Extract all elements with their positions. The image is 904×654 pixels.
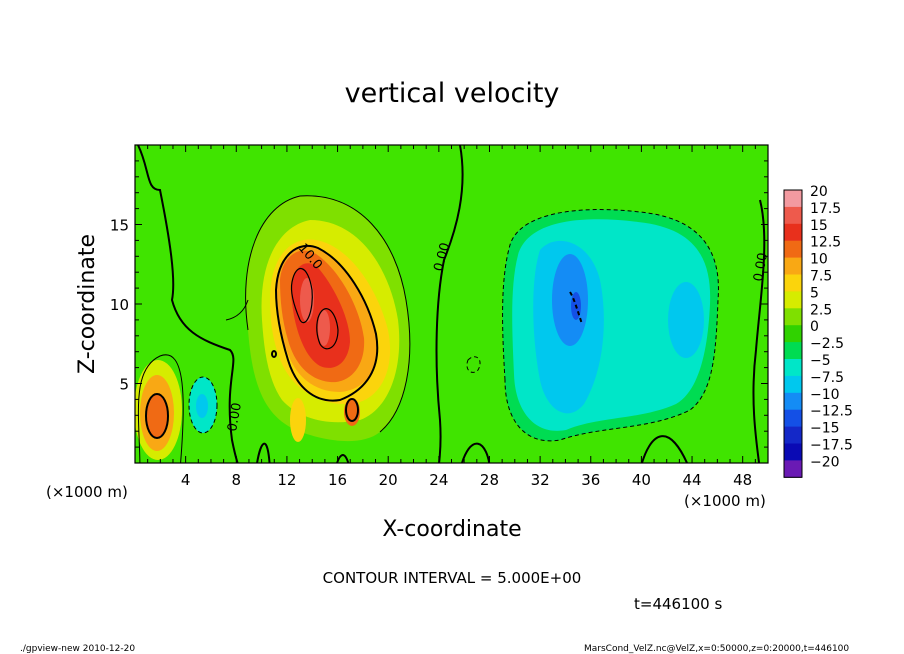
- y-axis-label: Z-coordinate: [75, 234, 100, 374]
- contour-label: 0.00: [751, 252, 771, 283]
- colorbar-swatch: [784, 190, 802, 208]
- colorbar-label: −17.5: [810, 438, 853, 454]
- y-tick-label: 5: [119, 376, 129, 394]
- x-tick-label: 28: [480, 471, 499, 489]
- colorbar-label: −5: [810, 353, 831, 369]
- x-tick-label: 16: [328, 471, 347, 489]
- y-tick-label: 15: [110, 217, 129, 235]
- colorbar-swatch: [784, 223, 802, 242]
- colorbar-label: 10: [810, 252, 828, 268]
- colorbar-label: 2.5: [810, 302, 832, 318]
- colorbar-swatch: [784, 240, 802, 259]
- colorbar-frame: [783, 189, 803, 478]
- contour-label: 0.00: [225, 402, 245, 433]
- colorbar-label: −7.5: [810, 370, 844, 386]
- colorbar-swatch: [784, 409, 802, 428]
- y-tick-label: 10: [110, 296, 129, 314]
- colorbar-swatch: [784, 291, 802, 309]
- colorbar-label: 12.5: [810, 235, 841, 251]
- x-tick-label: 48: [733, 471, 752, 489]
- colorbar-label: −2.5: [810, 336, 844, 352]
- colorbar-swatch: [784, 426, 802, 444]
- colorbar-swatch: [784, 274, 802, 292]
- colorbar-label: 15: [810, 218, 828, 234]
- colorbar-swatch: [784, 257, 802, 275]
- colorbar-swatch: [784, 460, 802, 478]
- colorbar-swatch: [784, 443, 802, 461]
- colorbar-swatch: [784, 325, 802, 343]
- colorbar: 2017.51512.5107.552.50−2.5−5−7.5−10−12.5…: [783, 184, 853, 478]
- x-tick-label: 36: [581, 471, 600, 489]
- x-tick-label: 8: [232, 471, 242, 489]
- x-tick-label: 40: [632, 471, 651, 489]
- colorbar-swatch: [784, 308, 802, 326]
- x-tick-label: 12: [277, 471, 296, 489]
- contour-lines: [137, 145, 766, 463]
- x-unit-right: (×1000 m): [684, 492, 766, 510]
- colorbar-label: 17.5: [810, 201, 841, 217]
- x-tick-label: 4: [181, 471, 191, 489]
- footer-right: MarsCond_VelZ.nc@VelZ,x=0:50000,z=0:2000…: [584, 644, 849, 654]
- colorbar-swatch: [784, 342, 802, 360]
- x-tick-label: 24: [429, 471, 448, 489]
- colorbar-label: 7.5: [810, 269, 832, 285]
- footer-left: ./gpview-new 2010-12-20: [20, 644, 135, 654]
- chart-title: vertical velocity: [345, 78, 560, 109]
- x-tick-label: 20: [379, 471, 398, 489]
- colorbar-label: 5: [810, 285, 819, 301]
- x-axis-label: X-coordinate: [382, 517, 521, 542]
- colorbar-label: −15: [810, 421, 840, 437]
- contour-label: 0.00: [431, 241, 453, 273]
- colorbar-label: −12.5: [810, 404, 853, 420]
- colorbar-swatch: [784, 359, 802, 377]
- contour-interval: CONTOUR INTERVAL = 5.000E+00: [323, 569, 582, 587]
- colorbar-label: 0: [810, 319, 819, 335]
- colorbar-swatch: [784, 206, 802, 225]
- colorbar-label: 20: [810, 184, 828, 200]
- colorbar-swatch: [784, 375, 802, 394]
- x-unit-left: (×1000 m): [46, 483, 128, 501]
- time-stamp: t=446100 s: [634, 595, 722, 613]
- colorbar-label: −10: [810, 387, 840, 403]
- colorbar-label: −20: [810, 454, 840, 470]
- colorbar-swatch: [784, 392, 802, 411]
- x-tick-label: 32: [531, 471, 550, 489]
- x-tick-label: 44: [682, 471, 701, 489]
